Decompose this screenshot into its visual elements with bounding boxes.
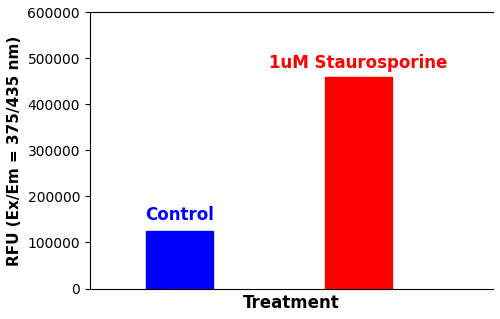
Text: Control: Control (145, 206, 214, 224)
Bar (146, 231, 213, 288)
Text: 1uM Staurosporine: 1uM Staurosporine (270, 54, 448, 72)
Y-axis label: RFU (Ex/Em = 375/435 nm): RFU (Ex/Em = 375/435 nm) (7, 35, 22, 266)
Bar (325, 77, 392, 288)
X-axis label: Treatment: Treatment (243, 294, 340, 312)
